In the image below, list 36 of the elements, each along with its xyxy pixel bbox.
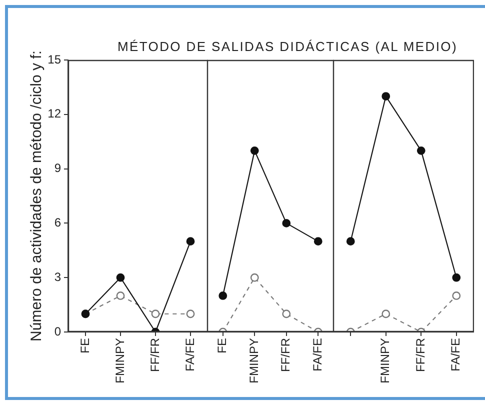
point [282,310,291,318]
x-tick-label: FMINPY [378,338,392,384]
point [250,273,259,282]
point [282,219,291,228]
point [452,292,461,300]
y-tick-label: 3 [54,270,62,284]
x-tick-label: FF/FR [148,338,162,372]
point [116,273,125,282]
y-tick-label: 12 [48,106,62,121]
x-tick-label: FA/FE [448,338,463,372]
x-tick-label: FA/FE [310,338,324,372]
point [452,273,461,282]
y-tick-label: 15 [48,52,62,66]
x-tick-label: FE [78,338,92,354]
x-tick-label: FE [215,338,230,354]
point [416,146,426,155]
point [116,292,125,300]
text: MÉTODO DE SALIDAS DIDÁCTICAS (AL MEDIO) [116,39,459,54]
point [218,292,228,300]
y-tick-label: 0 [54,324,62,338]
x-tick-label: FF/FR [278,338,293,372]
x-tick-label: FMINPY [112,338,127,384]
x-tick-label: FMINPY [246,338,261,384]
y-tick-label: 9 [54,161,62,176]
point [186,310,195,318]
point [186,237,195,246]
point [382,92,390,100]
point [250,146,259,155]
x-tick-label: FF/FR [413,338,428,372]
point [151,310,160,318]
x-tick-label: FA/FE [182,338,197,372]
y-tick-label: 6 [54,216,62,230]
y-axis-title: Número de actividades de método /ciclo y f: [28,50,46,342]
point [382,310,390,318]
point [314,237,322,246]
point [346,237,355,246]
